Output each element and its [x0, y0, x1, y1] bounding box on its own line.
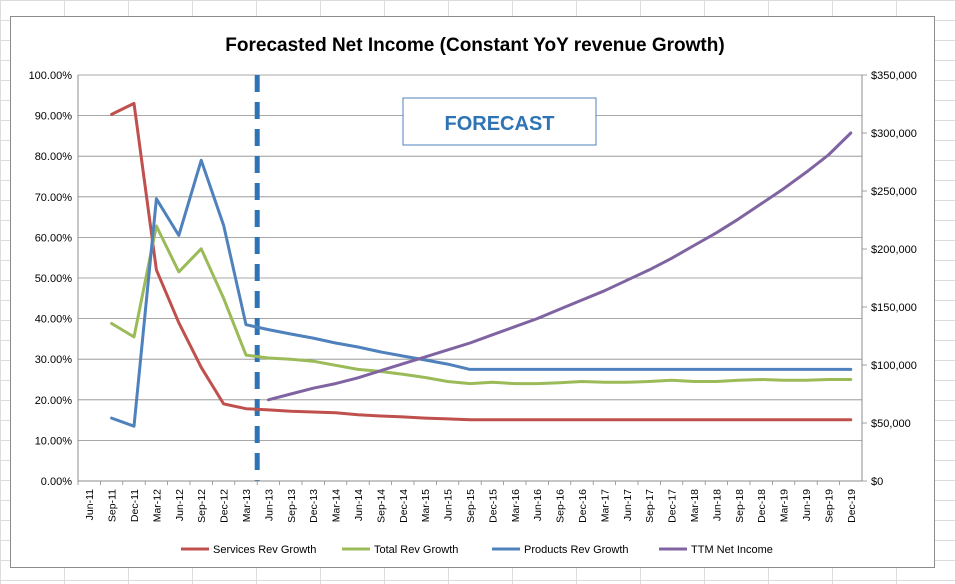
y-left-tick-label: 80.00%	[35, 151, 73, 163]
y-right-tick-label: $100,000	[871, 360, 917, 372]
x-tick-label: Sep-18	[734, 489, 746, 523]
y-left-tick-label: 70.00%	[35, 192, 73, 204]
chart-axes: 0.00% 10.00% 20.00% 30.00% 40.00% 50.00% 60.00…	[29, 70, 917, 523]
x-tick-label: Sep-12	[196, 489, 208, 523]
forecast-annotation-box	[402, 97, 597, 146]
legend-label: TTM Net Income	[691, 544, 773, 556]
legend-label: Services Rev Growth	[213, 544, 316, 556]
x-tick-label: Jun-13	[263, 489, 275, 521]
x-tick-label: Sep-13	[286, 489, 298, 523]
x-tick-label: Jun-19	[801, 489, 813, 521]
x-tick-label: Dec-19	[846, 489, 858, 523]
y-left-tick-label: 90.00%	[35, 111, 73, 123]
y-right-tick-label: $0	[871, 476, 883, 488]
x-tick-label: Mar-14	[331, 489, 343, 522]
x-tick-label: Jun-15	[443, 489, 455, 521]
y-left-tick-label: 0.00%	[41, 476, 72, 488]
series-line-services-rev-growth	[110, 101, 853, 422]
x-tick-label: Dec-18	[756, 489, 768, 523]
y-left-tick-label: 10.00%	[35, 435, 73, 447]
x-tick-label: Sep-17	[644, 489, 656, 523]
x-tick-label: Mar-16	[510, 489, 522, 522]
x-tick-label: Sep-16	[555, 489, 567, 523]
legend-item[interactable]: Total Rev Growth	[342, 544, 458, 556]
y-right-tick-label: $350,000	[871, 70, 917, 82]
y-left-tick-label: 60.00%	[35, 232, 73, 244]
x-tick-label: Mar-12	[151, 489, 163, 522]
x-tick-label: Sep-15	[465, 489, 477, 523]
x-tick-label: Jun-14	[353, 489, 365, 521]
chart-gridlines	[78, 74, 862, 482]
legend-label: Total Rev Growth	[374, 544, 458, 556]
net-income-chart: Forecasted Net Income (Constant YoY reve…	[29, 35, 917, 556]
y-left-tick-label: 20.00%	[35, 395, 73, 407]
y-right-tick-label: $150,000	[871, 302, 917, 314]
forecast-annotation-text: FORECAST	[445, 113, 555, 135]
legend-item[interactable]: TTM Net Income	[659, 544, 773, 556]
y-left-tick-label: 40.00%	[35, 314, 73, 326]
x-tick-label: Dec-14	[398, 489, 410, 523]
x-tick-label: Sep-11	[107, 489, 119, 522]
x-tick-label: Dec-12	[219, 489, 231, 523]
x-tick-label: Jun-17	[622, 489, 634, 521]
x-tick-label: Dec-17	[667, 489, 679, 523]
forecast-annotation-group: FORECAST	[402, 97, 597, 146]
x-tick-label: Dec-16	[577, 489, 589, 523]
x-tick-label: Jun-18	[711, 489, 723, 521]
legend-item[interactable]: Products Rev Growth	[492, 544, 629, 556]
legend-item[interactable]: Services Rev Growth	[181, 544, 316, 556]
x-tick-label: Jun-11	[84, 489, 96, 520]
x-tick-label: Dec-11	[129, 489, 141, 522]
y-right-tick-label: $250,000	[871, 186, 917, 198]
x-tick-label: Dec-15	[487, 489, 499, 523]
y-right-tick-label: $300,000	[871, 128, 917, 140]
x-tick-label: Mar-15	[420, 489, 432, 522]
chart-frame[interactable]: Forecasted Net Income (Constant YoY reve…	[10, 16, 935, 568]
x-tick-label: Mar-19	[779, 489, 791, 522]
series-line-ttm-net-income	[266, 131, 853, 402]
chart-title: Forecasted Net Income (Constant YoY reve…	[225, 35, 724, 56]
series-line-total-rev-growth	[110, 224, 853, 386]
legend-label: Products Rev Growth	[524, 544, 629, 556]
x-tick-label: Mar-17	[599, 489, 611, 522]
x-tick-label: Mar-18	[689, 489, 701, 522]
series-line-products-rev-growth	[110, 158, 853, 428]
chart-legend: Services Rev Growth Total Rev Growth Produ…	[181, 544, 773, 556]
y-right-tick-label: $50,000	[871, 418, 911, 430]
y-left-tick-label: 50.00%	[35, 273, 73, 285]
x-tick-label: Sep-14	[375, 489, 387, 523]
x-tick-label: Sep-19	[823, 489, 835, 523]
y-left-tick-label: 30.00%	[35, 354, 73, 366]
chart-series	[110, 101, 853, 428]
y-right-tick-label: $200,000	[871, 244, 917, 256]
x-tick-label: Dec-13	[308, 489, 320, 523]
x-tick-label: Jun-16	[532, 489, 544, 521]
x-tick-label: Mar-13	[241, 489, 253, 522]
x-tick-label: Jun-12	[174, 489, 186, 521]
y-left-tick-label: 100.00%	[29, 70, 73, 82]
